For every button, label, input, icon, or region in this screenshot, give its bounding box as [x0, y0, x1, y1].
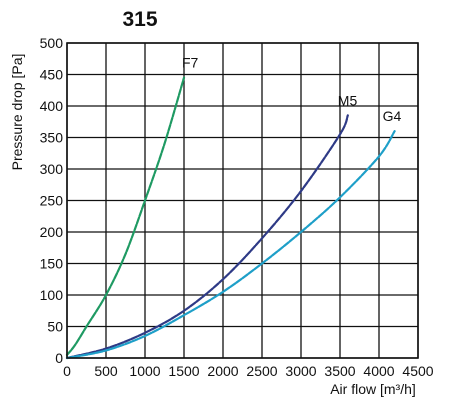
y-axis-label: Pressure drop [Pa] [9, 54, 25, 171]
y-tick-label: 100 [40, 287, 64, 303]
x-tick-label: 500 [94, 363, 118, 379]
series-labels: F7 M5 G4 [182, 55, 401, 125]
x-tick-label: 1500 [168, 363, 199, 379]
series-line-f7 [65, 76, 186, 356]
x-tick-label: 2000 [207, 363, 238, 379]
x-tick-label: 4500 [402, 363, 433, 379]
y-axis-ticks: 0 50 100 150 200 250 300 350 400 450 500 [40, 35, 64, 366]
series-label-g4: G4 [383, 108, 402, 124]
x-tick-label: 3500 [324, 363, 355, 379]
y-tick-label: 250 [40, 193, 64, 209]
x-axis-label: Air flow [m³/h] [330, 381, 416, 397]
plot-area-frame [66, 42, 419, 359]
series-label-f7: F7 [182, 55, 199, 71]
x-tick-label: 2500 [246, 363, 277, 379]
series-line-m5 [65, 114, 349, 360]
x-axis-ticks: 0 500 1000 1500 2000 2500 3000 3500 4000 4500 [63, 363, 434, 379]
series-label-m5: M5 [338, 92, 358, 108]
y-tick-label: 300 [40, 161, 64, 177]
y-tick-label: 450 [40, 67, 64, 83]
y-tick-label: 350 [40, 130, 64, 146]
chart-title: 315 [122, 8, 157, 31]
series-line-g4 [65, 130, 396, 360]
y-tick-label: 200 [40, 224, 64, 240]
y-tick-label: 150 [40, 256, 64, 272]
chart-grid [66, 42, 419, 359]
y-tick-label: 0 [55, 350, 63, 366]
x-tick-label: 3000 [285, 363, 316, 379]
x-tick-label: 4000 [363, 363, 394, 379]
chart-series [65, 76, 396, 360]
x-tick-label: 1000 [129, 363, 160, 379]
y-tick-label: 400 [40, 98, 64, 114]
x-tick-label: 0 [63, 363, 71, 379]
y-tick-label: 500 [40, 35, 64, 51]
y-tick-label: 50 [47, 319, 63, 335]
